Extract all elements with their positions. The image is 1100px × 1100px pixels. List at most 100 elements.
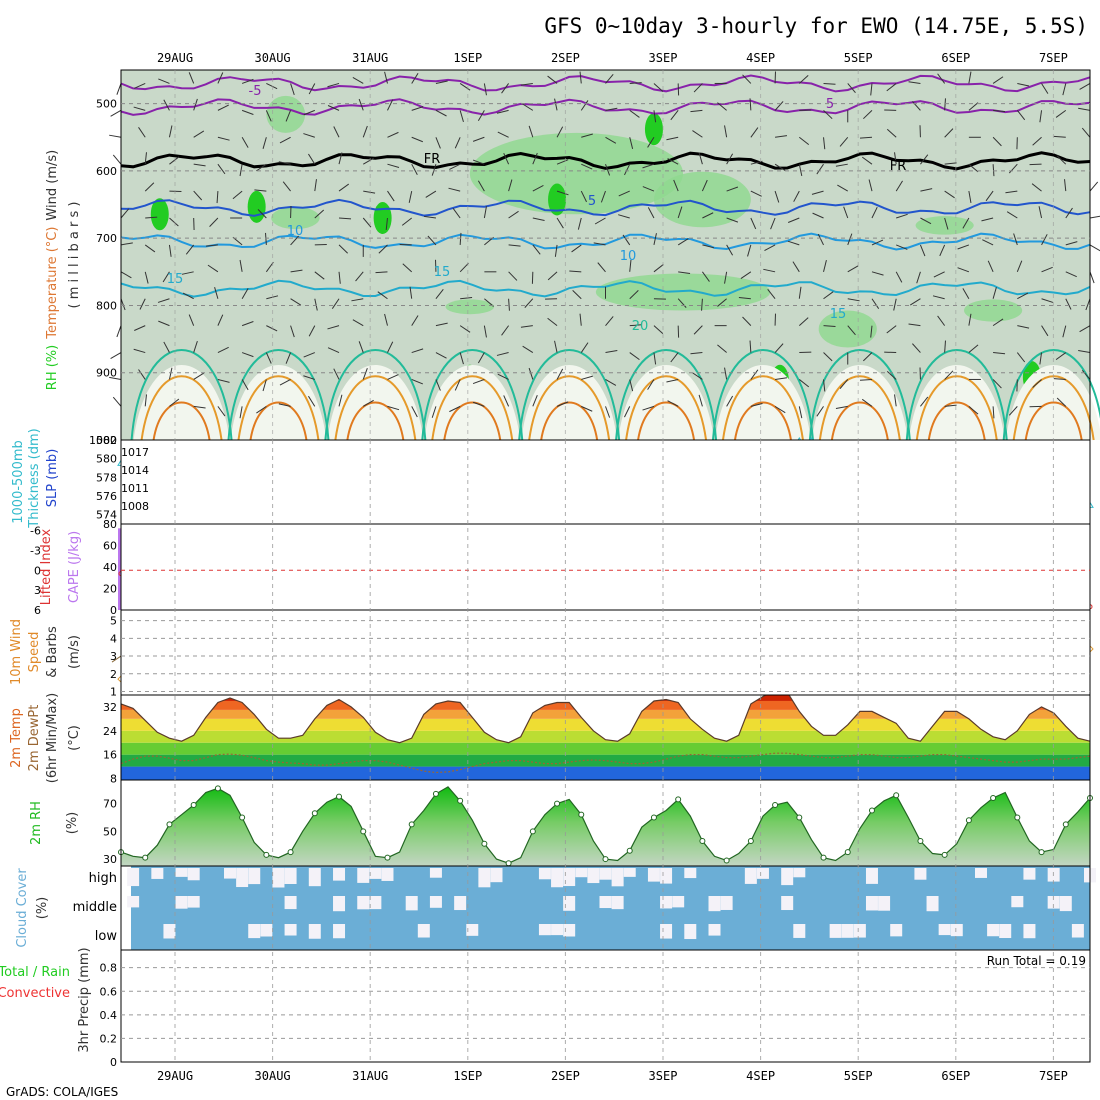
- date-label-top: 3SEP: [649, 51, 678, 65]
- wind-barb: [571, 244, 582, 253]
- wind-barb: [508, 179, 513, 192]
- wind-barb: [169, 217, 179, 227]
- wind-barb: [554, 244, 558, 257]
- wind-barb: [547, 75, 558, 84]
- wind-barb: [169, 156, 180, 165]
- wind-barb: [968, 405, 979, 415]
- wind-barb: [968, 344, 979, 353]
- wind-barb: [823, 379, 826, 392]
- wind-barb: [577, 217, 582, 230]
- cloud-clear-cell: [599, 896, 612, 909]
- wind-barb: [642, 405, 655, 411]
- wind-barb: [362, 125, 368, 138]
- wind-barb: [497, 131, 509, 138]
- wind-barb: [750, 127, 759, 138]
- wind-barb: [1017, 292, 1029, 300]
- isotherm-line: [120, 198, 1091, 217]
- wind-barb: [327, 347, 340, 354]
- wind-barb: [278, 403, 291, 407]
- wind-barb: [254, 189, 267, 192]
- wind-barb: [868, 179, 873, 192]
- wind-barb: [556, 126, 564, 138]
- wind-barb: [110, 109, 122, 117]
- wind-barb: [314, 179, 317, 192]
- y-tick-label-right: 80: [103, 518, 117, 531]
- cloud-clear-cell: [551, 924, 564, 936]
- wind-barb: [239, 164, 243, 177]
- isotherm-line: [120, 232, 1091, 251]
- precip-units: 3hr Precip (mm): [77, 947, 92, 1052]
- wind-barb: [896, 213, 908, 219]
- humidity-blob: [964, 299, 1023, 322]
- wind-barb: [384, 313, 388, 326]
- temperature-contour-30: [637, 401, 696, 441]
- cloud-clear-cell: [284, 868, 297, 884]
- wind-barb: [1055, 109, 1067, 118]
- cloud-clear-cell: [938, 924, 951, 936]
- cloud-row-label: low: [95, 929, 118, 944]
- rh-area: [121, 786, 1090, 866]
- wind-barb: [193, 405, 206, 409]
- y-tick-label: 800: [96, 299, 117, 312]
- y-tick-label-left: 576: [96, 490, 117, 503]
- wind-barb: [580, 100, 589, 111]
- wind-barb: [724, 367, 728, 380]
- wind-barb: [556, 159, 569, 165]
- wind-barb: [362, 157, 374, 165]
- wind-barb: [886, 371, 897, 380]
- wind-barb: [1005, 190, 1018, 194]
- cloud-clear-cell: [538, 868, 551, 880]
- cloud-clear-cell: [127, 896, 140, 908]
- wind-barb: [110, 352, 122, 359]
- wind-barb: [120, 271, 132, 279]
- wind-barb: [642, 186, 655, 192]
- wind-barb: [423, 215, 436, 219]
- wind-barb: [886, 325, 897, 334]
- isotherm-line: [120, 74, 1091, 93]
- wind-barb: [182, 292, 194, 300]
- cloud-clear-cell: [478, 868, 491, 888]
- temperature-contour-25: [334, 375, 417, 441]
- thickness-ylabel-1: 1000-500mb: [11, 440, 26, 524]
- wind-barb: [667, 158, 679, 165]
- wind-barb: [647, 207, 655, 219]
- wind-barb: [677, 238, 689, 246]
- cloud-clear-cell: [284, 924, 297, 936]
- wind-barb: [209, 217, 219, 227]
- wind-barb: [217, 314, 224, 326]
- y-tick-label: 0.6: [100, 985, 118, 998]
- wind-barb: [920, 396, 929, 407]
- rh-point: [868, 807, 875, 814]
- cloud-clear-cell: [623, 868, 636, 877]
- wind-barb: [871, 271, 884, 276]
- wind-barb: [138, 127, 146, 138]
- temperature-contour-30: [540, 401, 599, 441]
- wind-barb: [1017, 325, 1030, 329]
- date-label-bottom: 2SEP: [551, 1069, 580, 1083]
- cloud-clear-cell: [1071, 924, 1084, 938]
- wind-barb: [763, 268, 776, 273]
- wind-barb: [667, 400, 679, 407]
- wind-barb: [501, 83, 510, 94]
- date-label-bottom: 4SEP: [746, 1069, 775, 1083]
- cloud-clear-cell: [974, 868, 987, 878]
- wind-barb: [185, 244, 195, 255]
- cloud-clear-cell: [187, 896, 200, 908]
- wind-barb: [618, 190, 630, 197]
- wind-barb: [981, 217, 994, 222]
- wind-barb: [962, 288, 970, 299]
- wind-barb: [919, 244, 926, 257]
- wind-barb: [327, 82, 340, 88]
- wind-barb: [435, 288, 444, 300]
- cloud-clear-cell: [163, 924, 176, 939]
- date-label-top: 5SEP: [844, 51, 873, 65]
- y-tick-label: 16: [103, 749, 117, 762]
- wind-barb: [144, 152, 147, 165]
- wind-barb: [750, 217, 757, 230]
- rh-point: [699, 838, 706, 845]
- wind-barb: [597, 262, 606, 273]
- wind-barb: [944, 162, 957, 165]
- rh-point: [965, 817, 972, 824]
- wind-barb: [532, 217, 545, 221]
- wind-barb: [992, 406, 995, 419]
